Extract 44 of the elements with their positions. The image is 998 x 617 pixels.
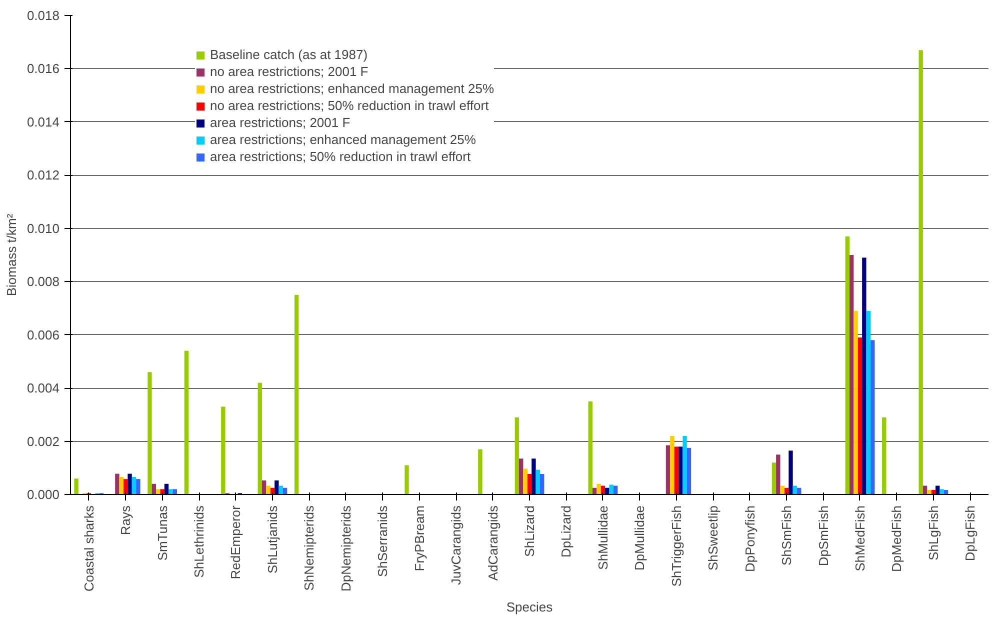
y-tick-label: 0.018 <box>26 8 60 23</box>
legend-label: no area restrictions; 50% reduction in trawl effort <box>210 98 489 113</box>
x-tick-label: ShMullidae <box>595 505 610 570</box>
x-tick-label: ShLgFish <box>926 506 941 560</box>
x-tick-label: ShNemipterids <box>302 505 317 591</box>
x-tick-label: SmTunas <box>154 505 170 561</box>
legend-label: no area restrictions; enhanced management 25% <box>210 81 494 96</box>
y-tick-label: 0.006 <box>26 327 60 342</box>
x-tick-label: Rays <box>118 505 134 536</box>
legend-label: Baseline catch (as at 1987) <box>210 47 368 62</box>
x-tick-label: Coastal sharks <box>81 505 96 592</box>
legend-label: no area restrictions; 2001 F <box>210 64 368 79</box>
x-tick-label: ShLutjanids <box>264 505 280 574</box>
x-tick-label: DpLgFish <box>962 505 978 562</box>
x-axis-title: Species <box>506 599 554 614</box>
y-tick-label: 0.014 <box>26 114 60 130</box>
x-tick-label: ShSmFish <box>779 505 794 566</box>
y-tick-label: 0.012 <box>26 168 60 183</box>
x-tick-label: ShMedFish <box>852 506 868 572</box>
x-tick-label: DpSmFish <box>816 505 831 566</box>
y-tick-label: 0.016 <box>26 61 60 76</box>
legend-label: area restrictions; 2001 F <box>210 115 350 130</box>
y-axis-title: Biomass t/km² <box>4 213 19 296</box>
x-tick-label: ShLethrinids <box>192 505 207 578</box>
y-tick-label: 0.010 <box>26 220 60 236</box>
x-tick-label: ShTriggerFish <box>668 506 684 587</box>
legend-label: area restrictions; 50% reduction in trawl effort <box>210 149 471 164</box>
legend-label: area restrictions; enhanced management 25% <box>210 132 476 147</box>
y-tick-label: 0.002 <box>26 434 60 449</box>
y-tick-label: 0.008 <box>26 274 60 290</box>
x-tick-label: ShLizard <box>522 505 537 557</box>
x-tick-label: ShSweetlip <box>706 505 721 571</box>
y-tick-label: 0.000 <box>26 487 60 502</box>
y-tick-label: 0.004 <box>26 380 60 396</box>
x-tick-label: RedEmperor <box>228 504 244 580</box>
x-tick-label: JuvCarangids <box>448 505 464 585</box>
x-tick-label: AdCarangids <box>485 505 500 581</box>
x-tick-label: FryPBream <box>412 505 427 572</box>
x-tick-label: DpMedFish <box>889 505 904 572</box>
x-tick-label: DpPonyfish <box>742 505 758 572</box>
x-tick-label: DpMullidae <box>632 505 648 571</box>
x-tick-label: DpLizard <box>558 505 574 558</box>
x-tick-label: DpNemipterids <box>338 505 354 592</box>
x-tick-label: ShSerranids <box>375 505 390 578</box>
